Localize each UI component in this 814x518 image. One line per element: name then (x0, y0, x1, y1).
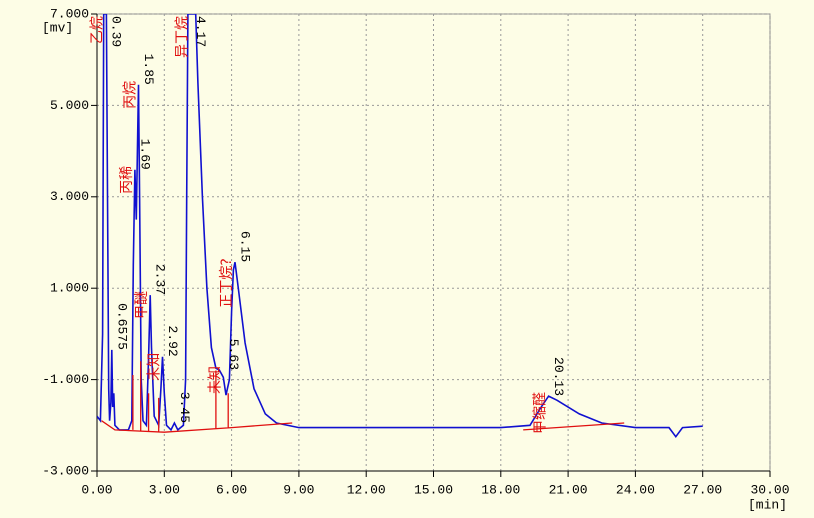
peak-name: 乙烷 (90, 16, 106, 44)
x-tick-label: 15.00 (414, 482, 453, 497)
x-tick-label: 6.00 (216, 482, 247, 497)
retention-time: 2.92 (165, 326, 180, 357)
y-tick-label: -1.000 (42, 372, 89, 387)
x-tick-label: 24.00 (616, 482, 655, 497)
peak-name: 丙稀 (119, 166, 135, 194)
retention-time: 1.69 (137, 139, 152, 170)
retention-time: 20.13 (551, 357, 566, 396)
y-tick-label: 5.000 (50, 98, 89, 113)
retention-time: 1.85 (141, 54, 156, 85)
x-tick-label: 18.00 (481, 482, 520, 497)
x-axis-label: [min] (748, 497, 787, 512)
peak-name: 丙烷 (123, 81, 139, 109)
x-tick-label: 0.00 (81, 482, 112, 497)
x-tick-label: 12.00 (347, 482, 386, 497)
trace (97, 14, 703, 439)
y-tick-label: 7.000 (50, 6, 89, 21)
x-tick-label: 30.00 (750, 482, 789, 497)
trace (101, 361, 625, 433)
plot-area (97, 14, 703, 439)
x-tick-label: 9.00 (283, 482, 314, 497)
peak-name: 甲醚 (134, 291, 150, 319)
retention-time: 5.63 (226, 339, 241, 370)
y-axis-label: [mv] (42, 20, 73, 35)
peak-name: 未知 (206, 366, 223, 394)
retention-time: 0.6575 (114, 303, 129, 350)
retention-time: 3.45 (177, 392, 192, 423)
peak-name: 正丁烷? (219, 258, 235, 307)
retention-time: 0.39 (108, 16, 123, 47)
y-tick-label: 3.000 (50, 189, 89, 204)
peak-name: 甲缩醛 (533, 392, 549, 434)
x-tick-label: 3.00 (149, 482, 180, 497)
retention-time: 6.15 (238, 231, 253, 262)
peak-name: 未知 (146, 353, 163, 381)
x-tick-label: 21.00 (549, 482, 588, 497)
x-tick-label: 27.00 (683, 482, 722, 497)
retention-time: 2.37 (153, 264, 168, 295)
y-tick-label: 1.000 (50, 281, 89, 296)
retention-time: 4.17 (193, 16, 208, 47)
peak-name: 异丁烷 (175, 16, 191, 58)
y-tick-label: -3.000 (42, 463, 89, 478)
